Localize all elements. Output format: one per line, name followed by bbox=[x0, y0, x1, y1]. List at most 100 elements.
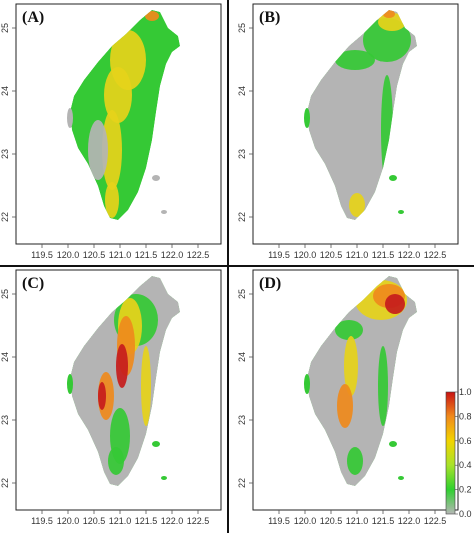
habitat-patch bbox=[337, 384, 353, 428]
islet bbox=[398, 210, 404, 214]
habitat-patch bbox=[88, 120, 108, 180]
taiwan-map bbox=[307, 276, 417, 486]
habitat-patch bbox=[307, 10, 417, 220]
y-tick-label: 24 bbox=[0, 86, 10, 96]
panel-frame bbox=[252, 269, 459, 511]
y-tick-label: 25 bbox=[0, 289, 10, 299]
x-tick-label: 120.0 bbox=[57, 250, 80, 260]
y-tick-label: 25 bbox=[237, 23, 247, 33]
y-tick-label: 23 bbox=[237, 149, 247, 159]
x-tick-label: 119.5 bbox=[31, 516, 53, 526]
x-tick-label: 122.5 bbox=[187, 250, 210, 260]
taiwan-map bbox=[70, 10, 180, 220]
x-tick-label: 121.0 bbox=[109, 250, 132, 260]
habitat-patch bbox=[383, 10, 395, 18]
x-tick-label: 120.0 bbox=[57, 516, 80, 526]
x-tick-label: 121.0 bbox=[346, 250, 369, 260]
x-tick-label: 122.0 bbox=[161, 516, 184, 526]
legend-tick-label: 0.6 bbox=[459, 436, 472, 446]
islet bbox=[304, 108, 310, 128]
habitat-patch bbox=[108, 447, 124, 475]
x-tick-label: 120.5 bbox=[83, 516, 106, 526]
y-tick-label: 22 bbox=[0, 212, 10, 222]
habitat-patch bbox=[102, 110, 122, 190]
panel-label: (B) bbox=[259, 9, 280, 26]
x-tick-label: 120.5 bbox=[320, 250, 343, 260]
x-tick-label: 122.0 bbox=[398, 250, 421, 260]
y-tick-label: 22 bbox=[237, 212, 247, 222]
x-tick-label: 119.5 bbox=[268, 516, 290, 526]
legend-tick-label: 0.8 bbox=[459, 411, 472, 421]
y-tick-label: 24 bbox=[237, 86, 247, 96]
islet bbox=[161, 210, 167, 214]
islet bbox=[152, 175, 160, 181]
habitat-patch bbox=[381, 75, 393, 185]
habitat-patch bbox=[105, 182, 119, 218]
habitat-patch bbox=[349, 193, 365, 217]
legend-gradient bbox=[445, 391, 456, 515]
horizontal-divider bbox=[0, 265, 474, 267]
habitat-patch bbox=[104, 67, 132, 123]
islet bbox=[67, 374, 73, 394]
x-tick-label: 120.5 bbox=[83, 250, 106, 260]
vertical-divider bbox=[227, 0, 229, 533]
habitat-patch bbox=[141, 346, 151, 426]
legend-tick-label: 0.2 bbox=[459, 485, 472, 495]
habitat-patch bbox=[335, 50, 375, 70]
x-tick-label: 119.5 bbox=[268, 250, 290, 260]
habitat-patch bbox=[116, 344, 128, 388]
x-tick-label: 122.0 bbox=[161, 250, 184, 260]
legend-tick-label: 0.4 bbox=[459, 460, 472, 470]
x-tick-label: 121.5 bbox=[372, 516, 395, 526]
x-tick-label: 121.0 bbox=[346, 516, 369, 526]
x-tick-label: 121.0 bbox=[109, 516, 132, 526]
x-tick-label: 120.5 bbox=[320, 516, 343, 526]
panel-label: (D) bbox=[259, 275, 281, 292]
habitat-patch bbox=[335, 320, 363, 340]
legend-tick-label: 1.0 bbox=[459, 388, 472, 397]
islet bbox=[389, 441, 397, 447]
x-tick-label: 121.5 bbox=[372, 250, 395, 260]
x-tick-label: 121.5 bbox=[135, 250, 158, 260]
islet bbox=[67, 108, 73, 128]
x-tick-label: 122.5 bbox=[424, 516, 447, 526]
x-tick-label: 121.5 bbox=[135, 516, 158, 526]
islet bbox=[161, 476, 167, 480]
habitat-patch bbox=[378, 346, 388, 426]
habitat-patch bbox=[307, 276, 417, 486]
habitat-patch bbox=[145, 11, 159, 21]
y-tick-label: 25 bbox=[0, 23, 10, 33]
x-tick-label: 119.5 bbox=[31, 250, 53, 260]
habitat-patch bbox=[347, 447, 363, 475]
panel-frame bbox=[252, 3, 459, 245]
islet bbox=[152, 441, 160, 447]
y-tick-label: 22 bbox=[0, 478, 10, 488]
y-tick-label: 23 bbox=[0, 149, 10, 159]
legend-tick-label: 0.0 bbox=[459, 509, 472, 518]
panel-label: (A) bbox=[22, 9, 44, 26]
islet bbox=[398, 476, 404, 480]
islet bbox=[304, 374, 310, 394]
habitat-patch bbox=[344, 336, 358, 396]
y-tick-label: 24 bbox=[0, 352, 10, 362]
habitat-patch bbox=[378, 13, 406, 31]
islet bbox=[389, 175, 397, 181]
panel-label: (C) bbox=[22, 275, 44, 292]
y-tick-label: 25 bbox=[237, 289, 247, 299]
panel-frame bbox=[15, 269, 222, 511]
x-tick-label: 122.5 bbox=[187, 516, 210, 526]
y-tick-label: 23 bbox=[237, 415, 247, 425]
habitat-patch bbox=[385, 294, 405, 314]
taiwan-map bbox=[307, 10, 417, 220]
x-tick-label: 122.0 bbox=[398, 516, 421, 526]
legend-colorbar: 1.0 0.8 0.6 0.4 0.2 0.0 bbox=[445, 388, 472, 518]
y-tick-label: 24 bbox=[237, 352, 247, 362]
x-tick-label: 122.5 bbox=[424, 250, 447, 260]
y-tick-label: 22 bbox=[237, 478, 247, 488]
taiwan-map bbox=[70, 276, 180, 486]
